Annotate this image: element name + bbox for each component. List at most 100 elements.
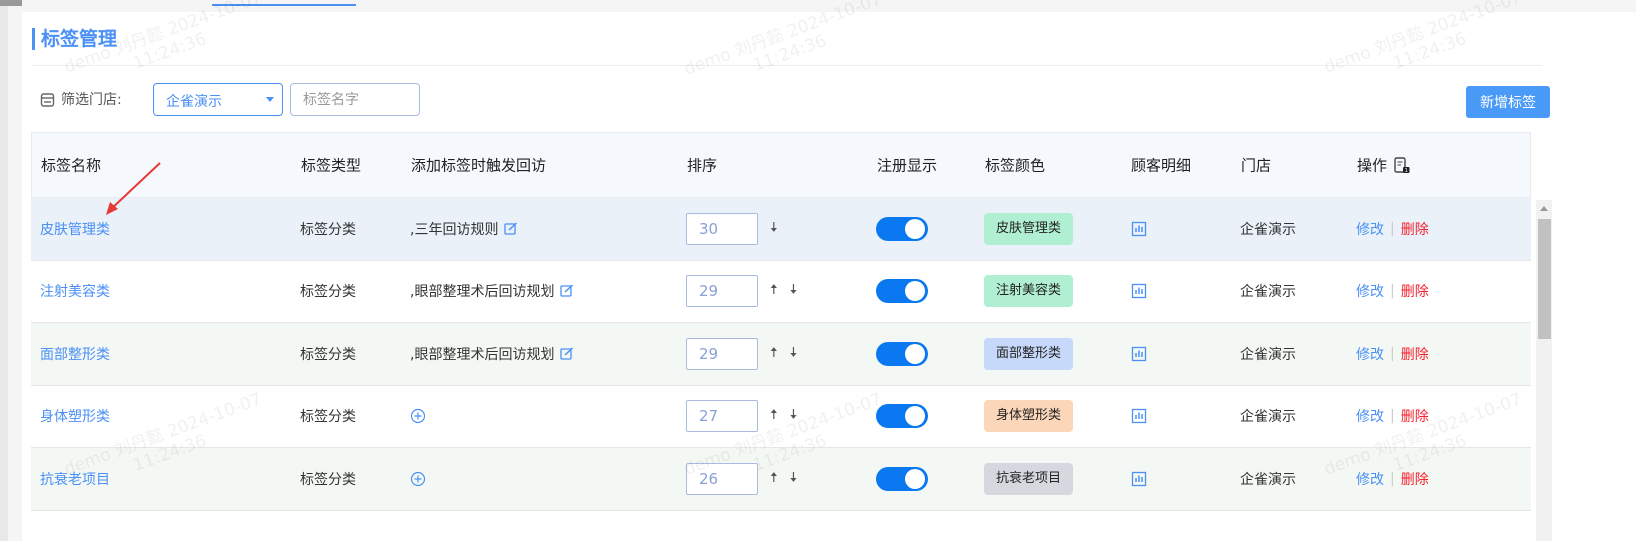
- move-down-arrow-icon[interactable]: 🠇: [789, 407, 798, 424]
- table-header: 标签名称 标签类型 添加标签时触发回访 排序 注册显示 标签颜色 顾客明细 门店…: [31, 132, 1531, 198]
- store-icon: [40, 93, 55, 107]
- tag-type: 标签分类: [300, 471, 356, 488]
- actions-cell: 修改 | 删除: [1356, 406, 1429, 426]
- edit-icon[interactable]: [504, 222, 518, 236]
- tag-color-cell: 身体塑形类: [984, 400, 1074, 433]
- header-actions: 操作 1: [1357, 155, 1411, 176]
- bar-chart-icon[interactable]: [1131, 471, 1147, 487]
- add-callback-icon[interactable]: [410, 408, 426, 424]
- bar-chart-icon[interactable]: [1131, 283, 1147, 299]
- callback-cell: ,三年回访规则: [410, 219, 518, 239]
- tag-color-cell: 抗衰老项目: [984, 462, 1074, 495]
- tag-type: 标签分类: [300, 409, 356, 426]
- tag-type: 标签分类: [300, 346, 356, 363]
- tag-type: 标签分类: [300, 284, 356, 301]
- tag-management-panel: 标签管理 筛选门店: 企雀演示 新增标签 标签名称 标签类型 添加标签时触发回访…: [22, 0, 1636, 541]
- tag-color-badge: 面部整形类: [984, 337, 1074, 370]
- table-scrollbar[interactable]: [1536, 200, 1552, 541]
- edit-link[interactable]: 修改: [1356, 221, 1384, 238]
- move-down-arrow-icon[interactable]: 🠇: [789, 282, 798, 299]
- tag-name-link[interactable]: 注射美容类: [40, 284, 110, 301]
- header-tag-type: 标签类型: [301, 156, 362, 175]
- callback-text: ,三年回访规则: [410, 221, 499, 238]
- scroll-up-arrow-icon[interactable]: [1540, 206, 1548, 211]
- edit-link[interactable]: 修改: [1356, 346, 1384, 363]
- add-callback-icon[interactable]: [410, 471, 426, 487]
- edit-link[interactable]: 修改: [1356, 471, 1384, 488]
- move-down-arrow-icon[interactable]: 🠇: [789, 469, 798, 486]
- active-tab-indicator: [212, 4, 356, 6]
- header-store: 门店: [1241, 156, 1272, 175]
- store-name: 企雀演示: [1240, 471, 1296, 488]
- register-display-toggle[interactable]: [876, 341, 928, 366]
- sort-cell: 27 🠅 🠇: [686, 400, 798, 433]
- add-tag-button[interactable]: 新增标签: [1466, 86, 1550, 118]
- register-display-cell: [876, 466, 928, 491]
- move-up-arrow-icon[interactable]: 🠅: [770, 407, 778, 424]
- tag-name-link[interactable]: 皮肤管理类: [40, 221, 110, 238]
- chevron-down-icon: [266, 97, 274, 102]
- sort-cell: 29 🠅 🠇: [686, 275, 798, 308]
- left-border: [0, 0, 22, 541]
- store-name: 企雀演示: [1240, 409, 1296, 426]
- tag-name-input[interactable]: [290, 83, 420, 116]
- actions-cell: 修改 | 删除: [1356, 281, 1429, 301]
- register-display-toggle[interactable]: [876, 216, 928, 241]
- customer-detail-cell: [1131, 471, 1147, 487]
- delete-link[interactable]: 删除: [1400, 284, 1429, 301]
- move-up-arrow-icon[interactable]: 🠅: [770, 344, 778, 361]
- tag-color-badge: 注射美容类: [984, 275, 1074, 308]
- scrollbar-thumb[interactable]: [1538, 219, 1551, 339]
- register-display-cell: [876, 341, 928, 366]
- move-down-arrow-icon[interactable]: 🠇: [789, 344, 798, 361]
- sort-cell: 29 🠅 🠇: [686, 337, 798, 370]
- move-up-arrow-icon[interactable]: 🠅: [770, 282, 778, 299]
- actions-cell: 修改 | 删除: [1356, 344, 1429, 364]
- delete-link[interactable]: 删除: [1400, 346, 1429, 363]
- bar-chart-icon[interactable]: [1131, 221, 1147, 237]
- sort-input[interactable]: 26: [686, 462, 758, 495]
- table-row: 抗衰老项目 标签分类 26 🠅 🠇 抗衰老项目 企雀演示 修改 | 删除: [31, 448, 1531, 511]
- column-settings-lock-icon[interactable]: 1: [1393, 156, 1411, 174]
- delete-link[interactable]: 删除: [1400, 221, 1429, 238]
- edit-icon[interactable]: [560, 347, 574, 361]
- tag-color-cell: 皮肤管理类: [984, 212, 1074, 245]
- tag-color-badge: 身体塑形类: [984, 400, 1074, 433]
- delete-link[interactable]: 删除: [1400, 471, 1429, 488]
- sort-input[interactable]: 29: [686, 337, 758, 370]
- customer-detail-cell: [1131, 283, 1147, 299]
- register-display-cell: [876, 404, 928, 429]
- sort-input[interactable]: 29: [686, 275, 758, 308]
- callback-cell: [410, 471, 426, 487]
- sort-input[interactable]: 27: [686, 400, 758, 433]
- edit-icon[interactable]: [560, 284, 574, 298]
- tag-name-link[interactable]: 身体塑形类: [40, 409, 110, 426]
- callback-text: ,眼部整理术后回访规划: [410, 284, 555, 301]
- register-display-toggle[interactable]: [876, 404, 928, 429]
- register-display-toggle[interactable]: [876, 279, 928, 304]
- bar-chart-icon[interactable]: [1131, 346, 1147, 362]
- header-register-display: 注册显示: [877, 156, 938, 175]
- store-select[interactable]: 企雀演示: [153, 83, 283, 116]
- tag-name-link[interactable]: 面部整形类: [40, 346, 110, 363]
- header-callback: 添加标签时触发回访: [411, 156, 547, 175]
- tag-color-badge: 抗衰老项目: [984, 462, 1074, 495]
- actions-cell: 修改 | 删除: [1356, 469, 1429, 489]
- sort-input[interactable]: 30: [686, 212, 758, 245]
- header-tag-color: 标签颜色: [985, 156, 1046, 175]
- separator: |: [1390, 345, 1395, 362]
- tag-type: 标签分类: [300, 221, 356, 238]
- edit-link[interactable]: 修改: [1356, 284, 1384, 301]
- tag-name-link[interactable]: 抗衰老项目: [40, 471, 110, 488]
- move-down-arrow-icon[interactable]: 🠇: [770, 219, 778, 236]
- register-display-toggle[interactable]: [876, 466, 928, 491]
- delete-link[interactable]: 删除: [1400, 409, 1429, 426]
- sort-cell: 30 🠇: [686, 212, 778, 245]
- filter-label-text: 筛选门店:: [61, 92, 122, 108]
- customer-detail-cell: [1131, 408, 1147, 424]
- sort-cell: 26 🠅 🠇: [686, 462, 798, 495]
- move-up-arrow-icon[interactable]: 🠅: [770, 469, 778, 486]
- bar-chart-icon[interactable]: [1131, 408, 1147, 424]
- edit-link[interactable]: 修改: [1356, 409, 1384, 426]
